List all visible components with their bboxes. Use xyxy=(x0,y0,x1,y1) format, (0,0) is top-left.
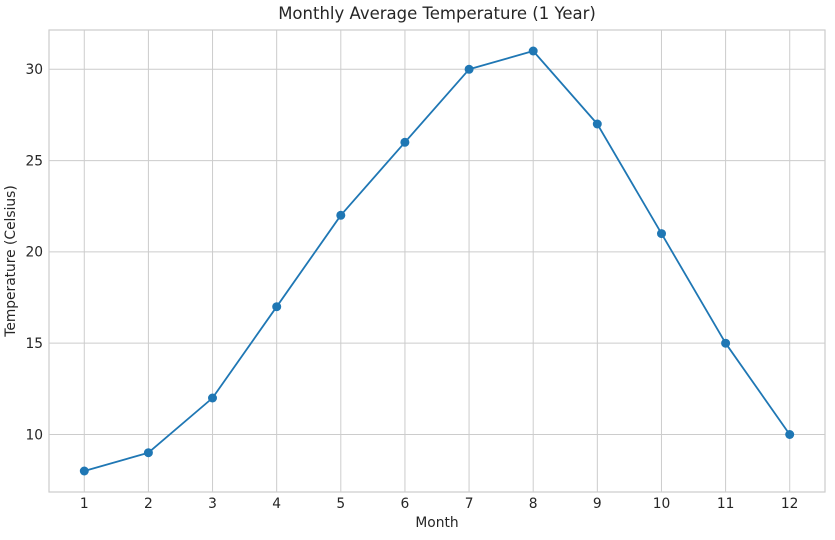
y-tick-label: 20 xyxy=(25,245,43,261)
data-point-marker xyxy=(464,64,474,74)
x-tick-label: 6 xyxy=(401,496,410,512)
data-point-marker xyxy=(208,393,217,403)
x-tick-label: 12 xyxy=(781,496,799,512)
data-point-marker xyxy=(143,448,153,458)
data-point-marker xyxy=(721,338,731,348)
x-tick-label: 2 xyxy=(144,496,153,512)
data-point-marker xyxy=(592,119,602,129)
data-point-marker xyxy=(400,137,410,147)
data-point-marker xyxy=(657,229,666,239)
temperature-line xyxy=(83,50,791,472)
plot-border xyxy=(48,29,826,493)
y-tick-labels: 10 15 20 25 30 xyxy=(25,62,43,443)
x-tick-label: 8 xyxy=(529,496,538,512)
data-point-marker xyxy=(785,430,795,439)
data-point-marker xyxy=(79,466,89,476)
x-tick-label: 4 xyxy=(272,496,281,512)
x-tick-label: 10 xyxy=(653,496,671,512)
x-tick-label: 11 xyxy=(717,496,735,512)
x-tick-labels: 1 2 3 4 5 6 7 8 9 10 11 12 xyxy=(80,496,799,512)
data-point-marker xyxy=(528,46,538,56)
x-tick-label: 7 xyxy=(465,496,474,512)
grid-lines xyxy=(49,30,825,492)
y-tick-label: 10 xyxy=(25,427,43,443)
y-tick-label: 25 xyxy=(25,153,43,169)
temperature-series xyxy=(79,46,795,476)
x-tick-label: 9 xyxy=(593,496,602,512)
y-tick-label: 15 xyxy=(25,336,43,352)
x-tick-label: 5 xyxy=(336,496,345,512)
y-axis-label: Temperature (Celsius) xyxy=(3,185,19,337)
x-tick-label: 3 xyxy=(208,496,217,512)
data-point-marker xyxy=(336,210,346,220)
x-axis-label: Month xyxy=(415,515,458,531)
y-tick-label: 30 xyxy=(25,62,43,78)
chart-title: Monthly Average Temperature (1 Year) xyxy=(278,4,596,23)
x-tick-label: 1 xyxy=(80,496,89,512)
data-point-marker xyxy=(272,302,282,312)
